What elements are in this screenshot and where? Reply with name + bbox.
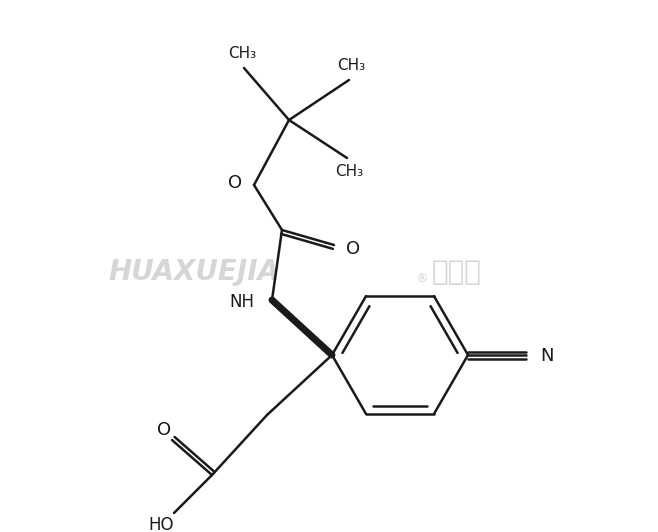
Text: O: O <box>157 421 171 439</box>
Text: HO: HO <box>148 516 174 532</box>
Text: O: O <box>346 240 360 258</box>
Text: 化学加: 化学加 <box>432 258 482 286</box>
Text: NH: NH <box>229 293 254 311</box>
Text: ®: ® <box>415 272 428 285</box>
Text: CH₃: CH₃ <box>337 59 365 73</box>
Text: HUAXUEJIA: HUAXUEJIA <box>108 258 279 286</box>
Text: CH₃: CH₃ <box>335 164 363 179</box>
Text: O: O <box>228 174 242 192</box>
Text: CH₃: CH₃ <box>228 46 256 62</box>
Text: N: N <box>540 347 553 365</box>
